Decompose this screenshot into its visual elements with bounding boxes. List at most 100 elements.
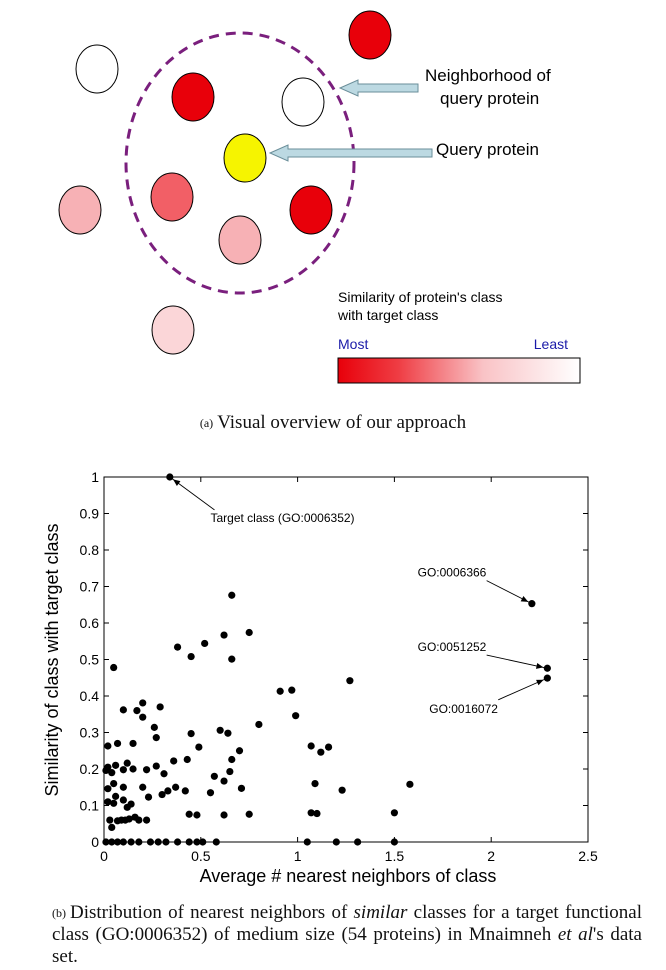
query-protein-node [223, 133, 267, 183]
scatter-point [108, 769, 116, 777]
y-tick-label: 0 [91, 834, 99, 850]
protein-node-strong [289, 185, 333, 235]
x-axis-label: Average # nearest neighbors of class [200, 866, 497, 886]
scatter-point [123, 759, 131, 767]
scatter-point [164, 787, 172, 795]
scatter-point [216, 726, 224, 734]
scatter-point [110, 663, 118, 672]
scatter-point [220, 631, 228, 639]
annotation-label: GO:0016072 [429, 702, 498, 716]
x-tick-label: 2.5 [578, 848, 598, 864]
scatter-point [142, 766, 151, 774]
y-tick-label: 0.6 [80, 615, 100, 631]
scatter-point [139, 713, 147, 721]
annotation-arrowhead [536, 679, 544, 686]
scatter-point [324, 743, 333, 751]
x-tick-label: 0.5 [191, 848, 211, 864]
caption-a-text: Visual overview of our approach [217, 412, 467, 433]
scatter-point [119, 706, 127, 714]
scatter-point [212, 838, 220, 846]
scatter-point [313, 809, 321, 818]
protein-node-strong [348, 10, 392, 60]
scatter-point [276, 687, 284, 695]
scatter-point [237, 784, 246, 792]
y-tick-label: 1 [91, 469, 99, 485]
scatter-point [160, 770, 168, 778]
scatter-point [152, 734, 160, 742]
scatter-point [127, 838, 135, 846]
scatter-point [172, 783, 180, 791]
scatter-point [139, 783, 147, 791]
query-arrow [268, 144, 433, 162]
scatter-point [150, 723, 158, 731]
scatter-point [543, 664, 551, 672]
scatter-point [129, 765, 137, 773]
y-tick-label: 0.1 [80, 798, 100, 814]
scatter-point [173, 838, 182, 846]
approach-diagram: Neighborhood of query protein Query prot… [58, 10, 581, 384]
neighborhood-label-line1: Neighborhood of [425, 66, 551, 85]
scatter-point [199, 838, 207, 846]
y-tick-label: 0.2 [80, 761, 100, 777]
x-tick-label: 0 [100, 848, 108, 864]
caption-b-part2: classes for a target functional class (G… [52, 902, 642, 945]
scatter-point [152, 762, 160, 770]
annotation-label: GO:0051252 [418, 640, 487, 654]
scatter-point [193, 811, 201, 819]
scatter-point [129, 739, 137, 748]
scatter-point [123, 803, 131, 811]
scatter-point [226, 767, 234, 776]
scatter-point [346, 677, 354, 685]
scatter-point [144, 793, 153, 801]
caption-b-emphasis-etal: et al [557, 924, 593, 945]
protein-node-light [58, 185, 102, 235]
scatter-point [102, 838, 110, 846]
scatter-point [220, 777, 228, 785]
legend-least-label: Least [534, 336, 568, 352]
caption-b-part3: 's data set. [52, 924, 642, 967]
scatter-point [139, 699, 147, 707]
scatter-point [228, 591, 236, 599]
scatter-point [228, 655, 236, 663]
scatter-point [119, 783, 127, 791]
scatter-point [106, 816, 114, 824]
protein-node-white [281, 77, 325, 127]
legend-title-line1: Similarity of protein's class [338, 289, 503, 305]
scatter-point [125, 815, 133, 823]
scatter-point [201, 639, 209, 648]
scatter-point [113, 739, 122, 748]
protein-node-strong [171, 72, 215, 122]
scatter-point [108, 823, 116, 831]
neighborhood-ring [124, 31, 356, 295]
scatter-point [338, 786, 346, 794]
scatter-point [528, 600, 536, 608]
neighborhood-arrow [338, 79, 419, 97]
scatter-point [162, 838, 170, 846]
caption-a-tag: (a) [199, 416, 214, 430]
scatter-point [156, 703, 164, 711]
scatter-point [307, 742, 315, 750]
x-tick-label: 2 [487, 848, 495, 864]
scatter-point [110, 780, 118, 788]
y-tick-label: 0.3 [80, 725, 100, 741]
scatter-point [220, 811, 228, 819]
scatter-point [154, 838, 162, 846]
scatter-point [332, 838, 340, 846]
scatter-point [303, 838, 311, 846]
scatter-point [307, 809, 315, 817]
scatter-point [110, 799, 118, 807]
scatter-point [113, 838, 122, 846]
scatter-point [195, 743, 203, 751]
scatter-point [112, 792, 120, 800]
scatter-point [206, 789, 215, 797]
scatter-point [142, 816, 151, 824]
scatter-point [390, 809, 398, 817]
caption-b-emphasis-similar: similar [353, 902, 408, 923]
legend-gradient-bar [337, 357, 581, 384]
scatter-point [245, 810, 253, 818]
annotation-label: Target class (GO:0006352) [210, 511, 354, 525]
query-protein-label: Query protein [436, 140, 539, 159]
scatter-point [135, 816, 143, 824]
scatter-point [228, 755, 236, 764]
scatter-point [119, 766, 127, 774]
